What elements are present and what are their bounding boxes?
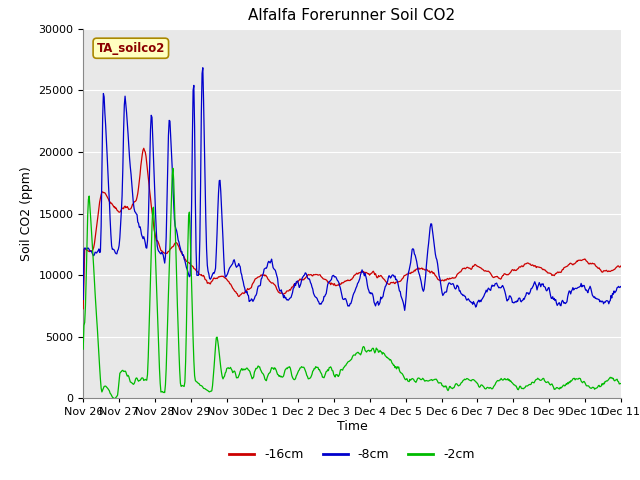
Y-axis label: Soil CO2 (ppm): Soil CO2 (ppm) [20,166,33,261]
Text: TA_soilco2: TA_soilco2 [97,42,165,55]
Title: Alfalfa Forerunner Soil CO2: Alfalfa Forerunner Soil CO2 [248,9,456,24]
Legend: -16cm, -8cm, -2cm: -16cm, -8cm, -2cm [225,443,479,466]
X-axis label: Time: Time [337,420,367,433]
